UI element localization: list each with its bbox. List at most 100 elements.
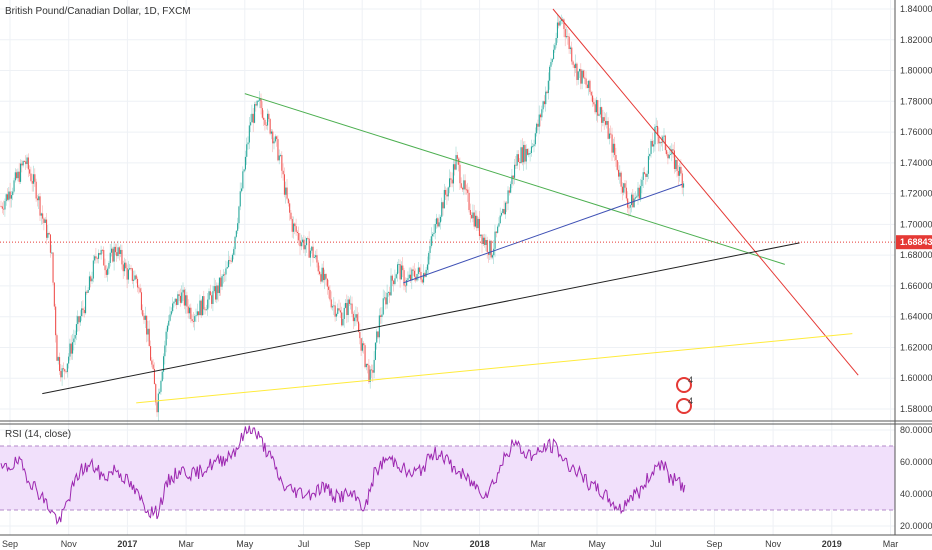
candle-body <box>467 189 469 193</box>
price-tick-label: 1.62000 <box>900 342 932 352</box>
candle-body <box>494 231 496 249</box>
candle-body <box>632 194 634 208</box>
candle-body <box>489 240 491 255</box>
candle-body <box>174 298 176 302</box>
candle-body <box>395 274 397 279</box>
candle-body <box>484 237 486 245</box>
candle-body <box>48 233 50 235</box>
candle-body <box>10 195 12 199</box>
candle-body <box>611 134 613 153</box>
candle-body <box>646 173 648 177</box>
candle-body <box>471 214 473 219</box>
candle-body <box>335 313 337 317</box>
candle-body <box>567 36 569 37</box>
candle-body <box>538 114 540 127</box>
green-trendline[interactable] <box>244 93 785 265</box>
candle-body <box>486 240 488 253</box>
candle-body <box>328 286 330 290</box>
time-tick-label: Sep <box>354 539 370 549</box>
candle-body <box>277 139 279 161</box>
candle-body <box>511 175 513 185</box>
price-tick-label: 1.72000 <box>900 189 932 199</box>
candle-body <box>26 157 28 165</box>
candle-body <box>96 258 98 260</box>
candle-body <box>88 276 90 290</box>
yellow-trendline[interactable] <box>136 333 853 404</box>
candle-body <box>83 309 85 314</box>
candle-body <box>480 234 482 236</box>
candle-body <box>81 308 83 317</box>
candle-body <box>473 212 475 227</box>
event-marker-2[interactable] <box>676 398 692 414</box>
candle-body <box>436 218 438 225</box>
candle-body <box>190 307 192 320</box>
candle-body <box>114 246 116 253</box>
candle-body <box>612 143 614 153</box>
candle-body <box>563 19 565 30</box>
candle-body <box>281 155 283 171</box>
black-trendline[interactable] <box>42 242 800 395</box>
red-trendline[interactable] <box>552 8 859 376</box>
candle-body <box>320 274 322 282</box>
candle-body <box>683 183 685 188</box>
candle-body <box>532 146 534 147</box>
candle-body <box>369 369 371 382</box>
candle-body <box>272 131 274 144</box>
candle-body <box>195 315 197 317</box>
candle-body <box>202 296 204 316</box>
candle-body <box>607 121 609 139</box>
candle-body <box>165 331 167 346</box>
candle-body <box>25 161 27 165</box>
candle-body <box>217 285 219 294</box>
candle-body <box>582 70 584 78</box>
candle-body <box>198 311 200 316</box>
candle-body <box>295 226 297 232</box>
candle-body <box>334 305 336 317</box>
candle-body <box>556 22 558 39</box>
blue-trendline[interactable] <box>403 183 683 284</box>
candle-body <box>173 301 175 304</box>
candle-body <box>263 117 265 120</box>
candle-body <box>20 163 22 182</box>
candle-body <box>571 47 573 62</box>
candle-body <box>350 303 352 305</box>
candle-body <box>259 98 261 101</box>
candle-body <box>92 260 94 279</box>
candle-body <box>18 171 20 182</box>
candle-body <box>51 252 53 254</box>
candle-body <box>131 268 133 281</box>
candle-body <box>303 239 305 250</box>
candle-body <box>313 257 315 258</box>
candle-body <box>255 104 257 106</box>
candle-body <box>30 173 32 181</box>
candle-body <box>224 274 226 276</box>
candle-body <box>394 278 396 285</box>
candle-body <box>285 187 287 195</box>
candle-body <box>163 356 165 372</box>
candle-body <box>338 308 340 311</box>
candle-body <box>663 135 665 137</box>
event-markers[interactable]: 4 4 <box>676 375 693 414</box>
time-tick-label: Sep <box>706 539 722 549</box>
candle-body <box>432 234 434 237</box>
time-axis-labels: Sep Nov 2017 Mar May Jul Sep Nov 2018 Mar May Jul Se… <box>2 539 898 549</box>
candle-body <box>140 292 142 311</box>
candle-body <box>251 113 253 123</box>
candle-body <box>377 331 379 338</box>
candle-body <box>384 297 386 299</box>
candle-body <box>616 160 618 170</box>
time-tick-label: Jul <box>298 539 310 549</box>
candle-body <box>547 80 549 94</box>
candle-body <box>348 299 350 304</box>
candle-body <box>644 172 646 174</box>
candle-body <box>519 162 521 164</box>
candle-body <box>91 278 93 282</box>
rsi-tick-label: 80.0000 <box>900 425 932 435</box>
event-marker-1[interactable] <box>676 377 692 393</box>
candle-body <box>194 316 196 322</box>
candle-body <box>343 307 345 319</box>
candle-body <box>150 346 152 361</box>
candle-body <box>485 240 487 245</box>
candle-body <box>130 268 132 269</box>
